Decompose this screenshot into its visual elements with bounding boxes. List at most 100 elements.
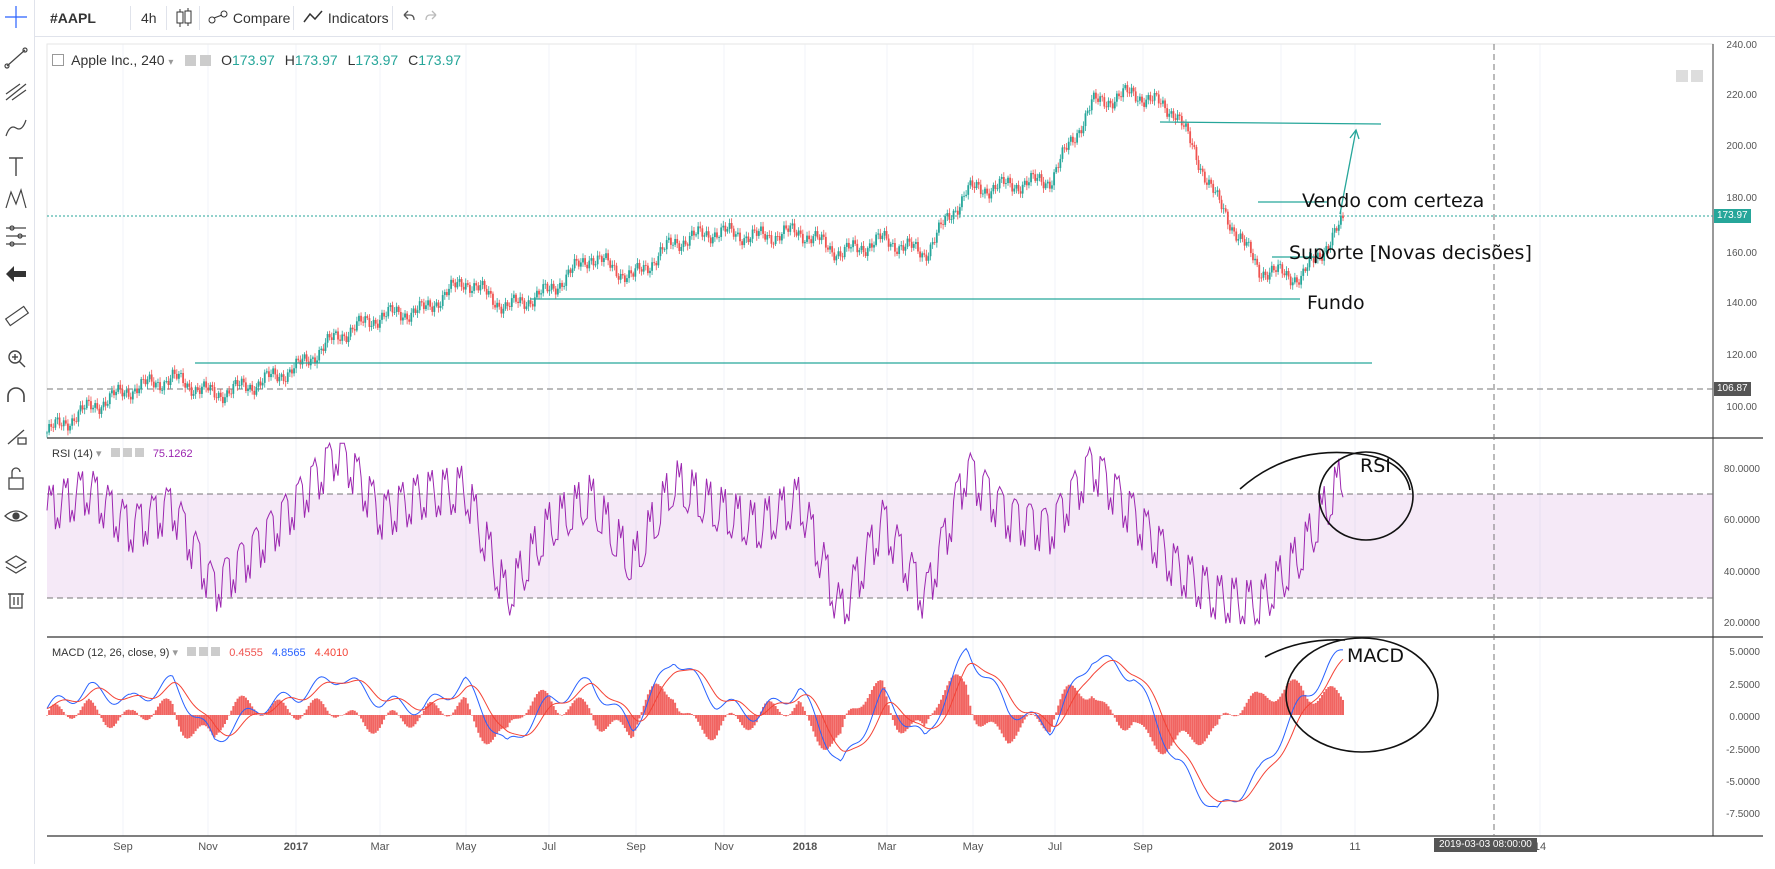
candle-body [1233, 227, 1236, 232]
macd-hist-bar [1193, 715, 1196, 743]
candle-body [1178, 114, 1181, 116]
rsi-title[interactable]: RSI (14) [52, 448, 93, 460]
time-tick-label: Nov [198, 841, 218, 853]
candle-body [1193, 144, 1196, 148]
macd-curve[interactable] [1264, 639, 1346, 658]
symbol-title[interactable]: Apple Inc., 240 [71, 52, 165, 68]
chevron-down-icon[interactable]: ▾ [172, 647, 178, 659]
ruler-icon[interactable] [4, 305, 30, 327]
macd-hist-bar [462, 697, 465, 715]
candle-body [554, 288, 557, 295]
settings-icon[interactable] [187, 647, 197, 656]
collapse-icon[interactable] [52, 54, 64, 66]
layers-icon[interactable] [4, 555, 28, 574]
candle-body [376, 323, 379, 328]
candle-body [1097, 98, 1099, 102]
candle-body [52, 426, 55, 428]
settings-icon[interactable] [110, 448, 120, 457]
settings-icon[interactable] [185, 55, 197, 66]
close-icon[interactable] [134, 448, 144, 457]
candle-body [902, 245, 905, 251]
macd-hist-bar [1021, 715, 1024, 724]
close-icon[interactable] [211, 647, 221, 656]
pitchfork-icon[interactable] [5, 83, 27, 101]
rsi-circle[interactable] [1318, 451, 1414, 541]
annotation-rsi[interactable]: RSI [1360, 455, 1391, 477]
rsi-axis[interactable]: 80.0000 60.0000 40.0000 20.0000 [1724, 464, 1761, 629]
macd-hist-bar [1325, 689, 1328, 715]
lock-drawing-icon[interactable] [7, 429, 27, 445]
pane-down-icon[interactable] [1691, 70, 1703, 82]
macd-hist-bar [1002, 715, 1005, 738]
candles-style-button[interactable] [174, 0, 194, 36]
macd-hist-bar [288, 712, 291, 715]
candle-body [54, 419, 57, 428]
symbol-search[interactable]: #AAPL [50, 10, 96, 26]
rsi-value: 75.1262 [152, 448, 193, 460]
candle-body [278, 376, 281, 382]
annotation-suporte[interactable]: Suporte [Novas decisões] [1289, 242, 1532, 264]
undo-button[interactable] [400, 0, 416, 36]
macd-title[interactable]: MACD (12, 26, close, 9) [52, 647, 170, 659]
chevron-down-icon[interactable]: ▾ [96, 448, 102, 460]
candle-body [1007, 177, 1009, 184]
trash-icon[interactable] [8, 593, 24, 609]
macd-hist-bar [544, 690, 547, 715]
gear-icon[interactable] [199, 647, 209, 656]
indicators-button[interactable]: Indicators [302, 0, 389, 36]
macd-hist-bar [205, 715, 208, 727]
macd-hist-bar [1243, 706, 1246, 715]
back-arrow-icon[interactable] [6, 266, 26, 282]
trend-line-icon[interactable] [4, 47, 28, 69]
macd-hist-bar [502, 715, 505, 729]
macd-hist-bar [152, 713, 155, 715]
magnet-icon[interactable] [7, 387, 25, 402]
rsi-curve[interactable] [1239, 451, 1411, 491]
macd-hist-bar [552, 706, 555, 715]
prediction-icon[interactable] [6, 225, 26, 247]
redo-button[interactable] [424, 0, 440, 36]
hand-drawings[interactable] [1239, 451, 1439, 753]
macd-hist-bar [810, 715, 813, 726]
unlock-icon[interactable] [8, 467, 24, 490]
macd-hist-bar [213, 715, 216, 738]
annotation-fundo[interactable]: Fundo [1307, 292, 1365, 314]
macd-hist-bar [1310, 703, 1313, 715]
chevron-down-icon[interactable]: ▾ [168, 57, 174, 68]
macd-circle[interactable] [1285, 637, 1439, 753]
candle-body [971, 180, 974, 187]
candle-body [358, 315, 360, 322]
pattern-icon[interactable] [5, 188, 27, 209]
interval-button[interactable]: 4h [141, 10, 157, 26]
resistance-line[interactable] [1159, 121, 1382, 125]
user-drawings[interactable] [195, 121, 1382, 364]
brush-icon[interactable] [5, 119, 27, 137]
time-axis[interactable]: Sep Nov 2017 Mar May Jul Sep Nov 2018 Mar May Jul Se… [113, 841, 1546, 853]
candle-body [705, 231, 708, 236]
target-arrow-line[interactable] [1339, 129, 1357, 215]
candle-body [64, 420, 67, 424]
close-icon[interactable] [200, 55, 212, 66]
candle-body [1038, 174, 1041, 178]
candle-body [341, 334, 344, 341]
text-icon[interactable] [9, 157, 23, 176]
crosshair-icon[interactable] [5, 6, 27, 28]
macd-hist-bar [782, 715, 785, 716]
gear-icon[interactable] [122, 448, 132, 457]
compare-button[interactable]: Compare [207, 0, 290, 36]
candle-body [196, 387, 199, 391]
candle-body [887, 238, 890, 247]
macd-hist-bar [106, 715, 109, 728]
eye-icon[interactable] [4, 510, 28, 522]
annotation-vendo[interactable]: Vendo com certeza [1302, 190, 1484, 212]
annotation-macd[interactable]: MACD [1347, 645, 1404, 667]
pane-up-icon[interactable] [1676, 70, 1688, 82]
candle-body [900, 245, 903, 247]
macd-hist-bar [295, 715, 298, 720]
time-tick-label: May [963, 841, 984, 853]
zoom-in-icon[interactable] [8, 350, 26, 368]
price-axis[interactable]: 240.00 220.00 200.00 180.00 160.00 140.00 120.… [1726, 40, 1757, 413]
macd-axis[interactable]: 5.0000 2.5000 0.0000 -2.5000 -5.0000 -7.5000 [1726, 647, 1760, 820]
candle-body [487, 291, 490, 295]
